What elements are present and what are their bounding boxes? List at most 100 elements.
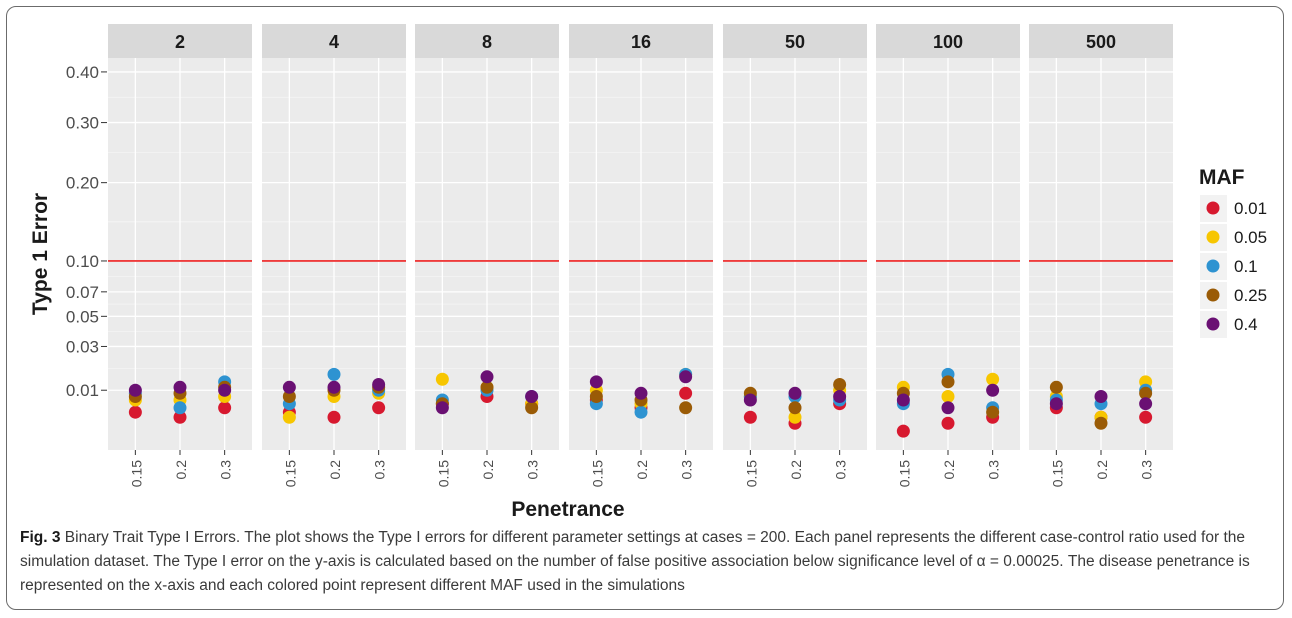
data-point bbox=[679, 370, 693, 384]
facet-label: 100 bbox=[933, 32, 963, 52]
data-point bbox=[282, 390, 296, 404]
facet-strip bbox=[1029, 24, 1173, 58]
data-point bbox=[282, 380, 296, 394]
y-tick-label: 0.30 bbox=[66, 114, 99, 133]
data-point bbox=[327, 367, 341, 381]
data-point bbox=[435, 372, 449, 386]
data-point bbox=[1094, 416, 1108, 430]
data-point bbox=[173, 401, 187, 415]
data-point bbox=[173, 380, 187, 394]
data-point bbox=[986, 383, 1000, 397]
data-point bbox=[634, 405, 648, 419]
y-tick-label: 0.20 bbox=[66, 174, 99, 193]
legend-label: 0.05 bbox=[1234, 228, 1267, 247]
data-point bbox=[1094, 390, 1108, 404]
data-point bbox=[525, 390, 539, 404]
x-tick-label: 0.2 bbox=[480, 460, 496, 480]
y-tick-label: 0.10 bbox=[66, 252, 99, 271]
y-axis-title: Type 1 Error bbox=[29, 193, 52, 315]
x-axis-title: Penetrance bbox=[511, 498, 624, 520]
facet-strip bbox=[262, 24, 406, 58]
legend-label: 0.1 bbox=[1234, 257, 1258, 276]
x-tick-label: 0.3 bbox=[1139, 460, 1155, 480]
facet-strip bbox=[723, 24, 867, 58]
facet-strip bbox=[876, 24, 1020, 58]
x-tick-label: 0.2 bbox=[327, 460, 343, 480]
data-point bbox=[173, 410, 187, 424]
data-point bbox=[743, 410, 757, 424]
data-point bbox=[327, 380, 341, 394]
data-point bbox=[372, 401, 386, 415]
x-tick-label: 0.15 bbox=[435, 460, 451, 487]
x-tick-label: 0.3 bbox=[833, 460, 849, 480]
data-point bbox=[480, 380, 494, 394]
x-tick-label: 0.2 bbox=[173, 460, 189, 480]
facet-strip bbox=[569, 24, 713, 58]
y-tick-label: 0.40 bbox=[66, 63, 99, 82]
facet-label: 50 bbox=[785, 32, 805, 52]
facet-strip bbox=[415, 24, 559, 58]
x-tick-label: 0.2 bbox=[941, 460, 957, 480]
legend-label: 0.4 bbox=[1234, 315, 1258, 334]
data-point bbox=[896, 424, 910, 438]
data-point bbox=[1139, 397, 1153, 411]
x-tick-label: 0.3 bbox=[679, 460, 695, 480]
figure-caption: Fig. 3 Binary Trait Type I Errors. The p… bbox=[20, 526, 1270, 598]
data-point bbox=[634, 386, 648, 400]
x-tick-label: 0.2 bbox=[788, 460, 804, 480]
x-tick-label: 0.3 bbox=[986, 460, 1002, 480]
facet-label: 4 bbox=[329, 32, 339, 52]
x-tick-label: 0.15 bbox=[282, 460, 298, 487]
x-tick-label: 0.15 bbox=[1049, 460, 1065, 487]
data-point bbox=[218, 383, 232, 397]
data-point bbox=[589, 375, 603, 389]
data-point bbox=[941, 401, 955, 415]
data-point bbox=[941, 416, 955, 430]
caption-label: Fig. 3 bbox=[20, 529, 61, 546]
legend-title: MAF bbox=[1199, 166, 1245, 189]
data-point bbox=[1049, 380, 1063, 394]
data-point bbox=[833, 390, 847, 404]
data-point bbox=[218, 401, 232, 415]
facet-label: 2 bbox=[175, 32, 185, 52]
data-point bbox=[788, 401, 802, 415]
data-point bbox=[788, 410, 802, 424]
x-tick-label: 0.15 bbox=[743, 460, 759, 487]
data-point bbox=[743, 393, 757, 407]
scatter-plot: 0.01 0.03 0.05 0.07 0.10 0.20 0.30 0.40 Type 1 E… bbox=[29, 24, 1267, 520]
facet-strip bbox=[108, 24, 252, 58]
legend-marker bbox=[1206, 288, 1220, 302]
legend-label: 0.25 bbox=[1234, 286, 1267, 305]
data-point bbox=[480, 370, 494, 384]
x-tick-label: 0.3 bbox=[218, 460, 234, 480]
data-point bbox=[788, 386, 802, 400]
x-tick-label: 0.15 bbox=[896, 460, 912, 487]
data-point bbox=[986, 372, 1000, 386]
x-tick-label: 0.3 bbox=[372, 460, 388, 480]
figure-frame bbox=[6, 6, 1284, 610]
facet-label: 16 bbox=[631, 32, 651, 52]
y-tick-label: 0.03 bbox=[66, 337, 99, 356]
data-point bbox=[282, 410, 296, 424]
data-point bbox=[986, 405, 1000, 419]
data-point bbox=[128, 383, 142, 397]
legend-marker bbox=[1206, 317, 1220, 331]
data-point bbox=[679, 386, 693, 400]
x-tick-label: 0.2 bbox=[634, 460, 650, 480]
x-tick-label: 0.15 bbox=[128, 460, 144, 487]
legend-marker bbox=[1206, 230, 1220, 244]
data-point bbox=[327, 410, 341, 424]
data-point bbox=[833, 378, 847, 392]
data-point bbox=[435, 401, 449, 415]
y-tick-label: 0.07 bbox=[66, 283, 99, 302]
caption-text: Binary Trait Type I Errors. The plot sho… bbox=[20, 529, 1250, 594]
data-point bbox=[525, 401, 539, 415]
legend-marker bbox=[1206, 259, 1220, 273]
x-tick-label: 0.2 bbox=[1094, 460, 1110, 480]
legend-label: 0.01 bbox=[1234, 199, 1267, 218]
data-point bbox=[679, 401, 693, 415]
data-point bbox=[1049, 397, 1063, 411]
data-point bbox=[896, 393, 910, 407]
data-point bbox=[1139, 410, 1153, 424]
data-point bbox=[372, 378, 386, 392]
